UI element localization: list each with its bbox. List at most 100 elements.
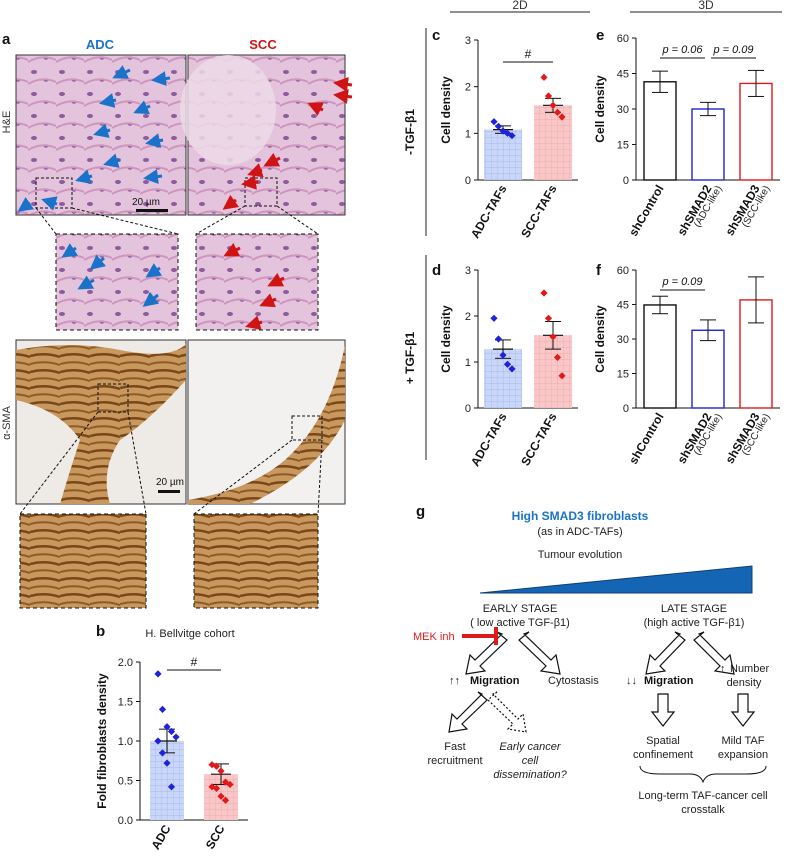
sma-scc-stain <box>188 345 345 504</box>
d-data-point <box>553 353 562 361</box>
he-adc-zoom-arrows <box>61 243 163 307</box>
b-data-point <box>217 767 225 775</box>
g-migration-up: Migration <box>470 675 520 687</box>
g-crosstalk: crosstalk <box>681 804 725 816</box>
arrow-early-to-cytostasis <box>518 631 561 675</box>
c-bar-adc-tafs <box>484 129 522 180</box>
g-title: High SMAD3 fibroblasts <box>512 509 649 523</box>
b-data-point <box>212 784 221 792</box>
c-bar-scc-tafs <box>534 105 572 180</box>
c-data-point <box>553 108 562 116</box>
sma-scalebar <box>158 490 180 493</box>
sma-adc-zoom-line-right <box>127 411 147 515</box>
e-y-tick-label: 15 <box>617 140 629 152</box>
e-y-label: Cell density <box>593 75 607 143</box>
b-data-point <box>212 762 221 770</box>
d-data-point <box>540 289 548 297</box>
f-y-tick-label: 60 <box>617 265 629 277</box>
c-y-label: Cell density <box>439 76 453 144</box>
he-scc-arrows <box>222 77 353 210</box>
e-bar-shsmad3 <box>739 82 773 181</box>
d-data-point <box>544 314 553 322</box>
b-data-point <box>158 749 167 757</box>
b-data-point <box>167 727 176 736</box>
d-y-label: Cell density <box>439 305 453 373</box>
d-data-point <box>558 372 566 380</box>
d-data-point <box>494 335 503 343</box>
f-y-tick-label: 15 <box>617 369 629 381</box>
c-data-point <box>540 73 548 81</box>
e-pvalue-label: p = 0.06 <box>661 44 703 56</box>
he-scc-zoom <box>195 233 319 331</box>
d-y-tick-label: 2 <box>465 311 471 323</box>
sma-adc-stain <box>16 344 186 504</box>
d-data-point <box>499 351 507 359</box>
arrow-early-to-migration <box>465 631 508 675</box>
f-bar-shsmad2 <box>691 329 725 409</box>
g-cell: cell <box>522 755 539 767</box>
e-y-tick-label: 45 <box>617 69 629 81</box>
arrow-to-mild-expansion <box>730 693 756 727</box>
c-y-tick-label: 0 <box>465 175 471 187</box>
b-y-tick-label: 0.0 <box>118 815 133 827</box>
c-y-tick-label: 3 <box>465 35 471 47</box>
sma-scc-zoom-line-right <box>317 439 323 515</box>
minus-tgf-label: -TGF-β1 <box>403 109 417 155</box>
e-y-tick-label: 0 <box>623 175 629 187</box>
he-adc-arrows <box>17 65 171 212</box>
c-data-point <box>549 101 557 109</box>
f-y-label: Cell density <box>593 305 607 373</box>
d-y-tick-label: 0 <box>465 403 471 415</box>
sma-scc-zoom <box>193 513 319 609</box>
sma-adc-zoom-line-left <box>19 411 99 515</box>
b-data-point <box>172 733 180 741</box>
c-data-point <box>558 113 566 121</box>
d-data-point <box>490 314 498 322</box>
he-scc-zoom-arrows <box>223 242 285 330</box>
d-category-label: SCC-TAFs <box>518 410 560 468</box>
he-scc-inset-box <box>244 177 278 207</box>
he-row-label: H&E <box>1 111 13 134</box>
sma-scc-zoom-line-left <box>193 439 293 515</box>
he-scc-zoom-line-left <box>195 205 246 235</box>
b-y-tick-label: 1.5 <box>118 697 133 709</box>
c-y-tick-label: 2 <box>465 82 471 94</box>
b-significance-mark: # <box>191 655 198 669</box>
f-y-tick-label: 30 <box>617 334 629 346</box>
f-pvalue-label: p = 0.09 <box>661 276 702 288</box>
e-y-tick-label: 30 <box>617 104 629 116</box>
d-y-tick-label: 3 <box>465 265 471 277</box>
e-bar-shcontrol <box>643 81 677 181</box>
g-density: density <box>727 677 762 689</box>
e-bar-shsmad2 <box>691 108 725 181</box>
b-category-label: ADC <box>148 822 173 852</box>
g-migration-up-symbol: ↑↑ <box>449 675 460 687</box>
g-migration-down: Migration <box>644 675 694 687</box>
f-y-tick-label: 0 <box>623 403 629 415</box>
plus-tgf-label: + TGF-β1 <box>403 332 417 385</box>
b-bar-adc <box>150 741 184 820</box>
c-data-point <box>490 118 498 126</box>
g-late-sub: (high active TGF-β1) <box>644 617 745 629</box>
g-migration-down-symbol: ↓↓ <box>626 675 637 687</box>
f-category-label: shControl <box>626 411 666 467</box>
d-data-point <box>503 360 512 368</box>
c-data-point <box>494 122 503 130</box>
g-fast: Fast <box>444 741 465 753</box>
b-data-point <box>158 705 167 713</box>
panel-c-letter: c <box>432 27 440 44</box>
b-category-label: SCC <box>203 822 228 851</box>
b-y-label: Fold fibroblasts density <box>95 673 109 809</box>
arrow-late-to-number <box>693 631 735 675</box>
g-early-sub: ( low active TGF-β1) <box>470 617 570 629</box>
panel-a-letter: a <box>2 31 11 48</box>
b-data-point <box>154 670 162 678</box>
panel-b-letter: b <box>96 623 105 640</box>
d-y-tick-label: 1 <box>465 357 471 369</box>
c-category-label: ADC-TAFs <box>468 182 510 240</box>
b-data-point <box>163 723 171 731</box>
adc-column-label: ADC <box>86 37 115 52</box>
g-long-term: Long-term TAF-cancer cell <box>638 790 767 802</box>
b-data-point <box>163 759 171 767</box>
b-title: H. Bellvitge cohort <box>145 628 234 640</box>
